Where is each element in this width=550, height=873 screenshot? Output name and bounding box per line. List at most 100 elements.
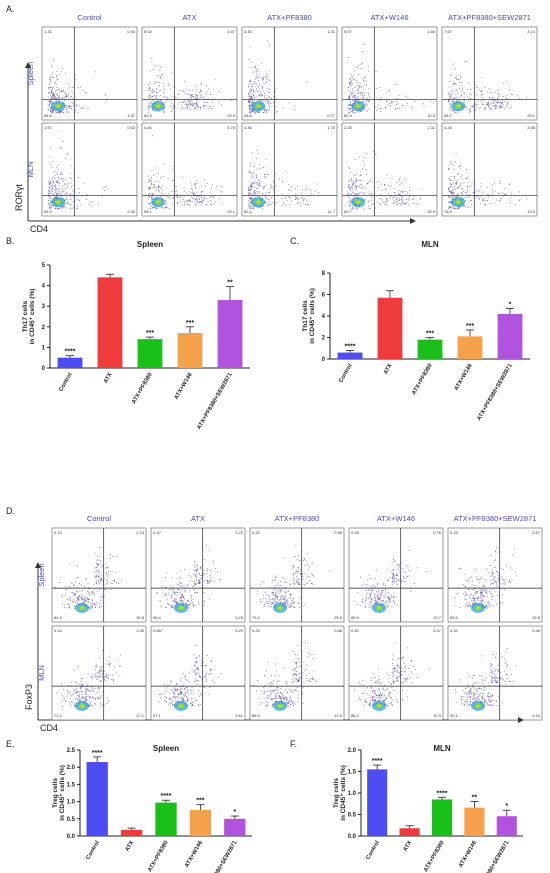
density-dot [278, 694, 280, 696]
density-dot [475, 103, 477, 105]
density-dot [100, 574, 102, 576]
density-dot [400, 578, 402, 580]
density-dot [185, 591, 186, 593]
density-dot [195, 102, 197, 104]
density-dot [483, 584, 485, 586]
density-dot [85, 91, 87, 93]
density-dot [264, 174, 266, 175]
density-dot [266, 79, 268, 80]
density-dot [461, 189, 463, 191]
density-dot [262, 594, 264, 596]
density-dot [399, 203, 401, 205]
density-dot [48, 186, 50, 188]
density-dot [193, 697, 195, 699]
density-dot [397, 564, 399, 566]
density-dot [64, 585, 66, 587]
density-dot [275, 592, 277, 594]
density-dot [178, 693, 180, 695]
density-dot [79, 699, 80, 701]
density-dot [496, 585, 498, 587]
density-dot [395, 202, 397, 204]
density-dot [386, 705, 388, 707]
density-dot [496, 105, 498, 107]
density-dot [71, 591, 73, 593]
density-dot [203, 98, 205, 100]
density-dot [392, 573, 394, 575]
density-dot [258, 75, 260, 77]
density-dot [97, 563, 99, 565]
density-dot [174, 600, 176, 602]
density-dot [70, 96, 72, 98]
density-dot [350, 201, 351, 203]
density-dot [190, 702, 191, 704]
density-dot [64, 194, 66, 195]
density-dot [91, 690, 93, 691]
density-dot [159, 90, 161, 92]
density-dot [250, 201, 252, 203]
density-dot [487, 595, 489, 597]
density-dot [96, 666, 98, 668]
density-dot [380, 108, 382, 110]
density-dot [213, 98, 215, 100]
density-dot [500, 198, 502, 200]
density-dot [283, 595, 285, 597]
density-dot [252, 110, 254, 112]
density-dot [371, 199, 372, 201]
density-dot [366, 701, 368, 703]
density-dot [369, 606, 371, 608]
density-dot [490, 203, 492, 204]
density-dot [493, 573, 495, 575]
density-dot [251, 102, 253, 104]
density-dot [498, 106, 500, 108]
density-dot [157, 172, 159, 174]
density-dot [152, 135, 154, 137]
density-dot [496, 102, 498, 103]
density-dot [115, 572, 117, 574]
density-dot [450, 207, 452, 209]
density-dot [263, 112, 265, 113]
density-dot [395, 195, 397, 197]
density-dot [469, 194, 471, 196]
density-dot [72, 190, 74, 192]
density-dot [192, 586, 194, 587]
density-dot [262, 208, 264, 210]
density-dot [262, 87, 264, 89]
density-dot [503, 194, 505, 196]
density-dot [60, 206, 62, 208]
density-dot [148, 88, 150, 90]
density-dot [181, 586, 183, 588]
density-dot [176, 595, 178, 596]
density-dot [69, 86, 70, 88]
density-dot [200, 96, 202, 98]
density-dot [248, 187, 250, 188]
density-dot [356, 208, 358, 210]
density-dot [277, 693, 279, 694]
density-dot [268, 204, 270, 206]
density-dot [356, 100, 358, 102]
density-dot [472, 603, 474, 605]
density-dot [162, 175, 164, 177]
density-dot [389, 89, 390, 91]
density-dot [250, 96, 252, 98]
density-dot [485, 579, 487, 581]
density-dot [196, 661, 198, 663]
density-dot [294, 195, 296, 197]
density-dot [295, 679, 297, 681]
density-dot [296, 675, 297, 677]
density-dot [248, 171, 250, 173]
density-dot [160, 66, 162, 68]
density-dot [79, 700, 81, 702]
density-dot [264, 591, 266, 593]
density-dot [394, 668, 396, 670]
density-dot [196, 667, 198, 669]
density-dot [480, 183, 482, 185]
density-dot [99, 675, 101, 677]
density-dot [193, 194, 195, 195]
density-dot [197, 102, 199, 104]
density-dot [57, 191, 59, 193]
density-dot [482, 595, 484, 597]
density-dot [190, 104, 192, 105]
density-dot [148, 196, 150, 197]
density-dot [198, 580, 200, 582]
